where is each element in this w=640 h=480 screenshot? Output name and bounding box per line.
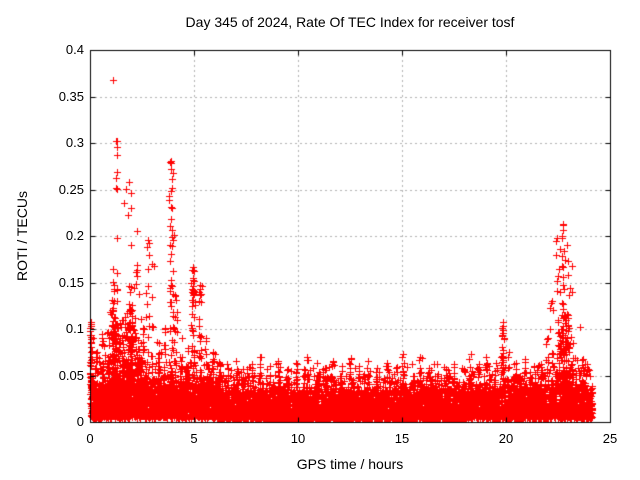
y-tick-label: 0.2 — [65, 228, 84, 243]
x-tick-label: 20 — [498, 431, 514, 446]
y-tick-label: 0 — [76, 414, 84, 429]
x-tick-label: 25 — [602, 431, 618, 446]
y-tick-label: 0.15 — [58, 274, 84, 290]
y-tick-label: 0.05 — [58, 367, 84, 383]
y-tick-label: 0.4 — [65, 42, 84, 57]
x-axis-label: GPS time / hours — [296, 456, 404, 472]
x-tick-label: 5 — [190, 431, 198, 446]
y-tick-label: 0.1 — [65, 321, 84, 336]
x-tick-label: 10 — [290, 431, 306, 446]
y-tick-label: 0.3 — [65, 135, 84, 150]
x-tick-label: 15 — [394, 431, 410, 446]
y-tick-label: 0.35 — [58, 88, 84, 104]
y-tick-label: 0.25 — [58, 181, 84, 197]
x-tick-label: 0 — [86, 431, 94, 446]
chart-title: Day 345 of 2024, Rate Of TEC Index for r… — [185, 14, 515, 30]
